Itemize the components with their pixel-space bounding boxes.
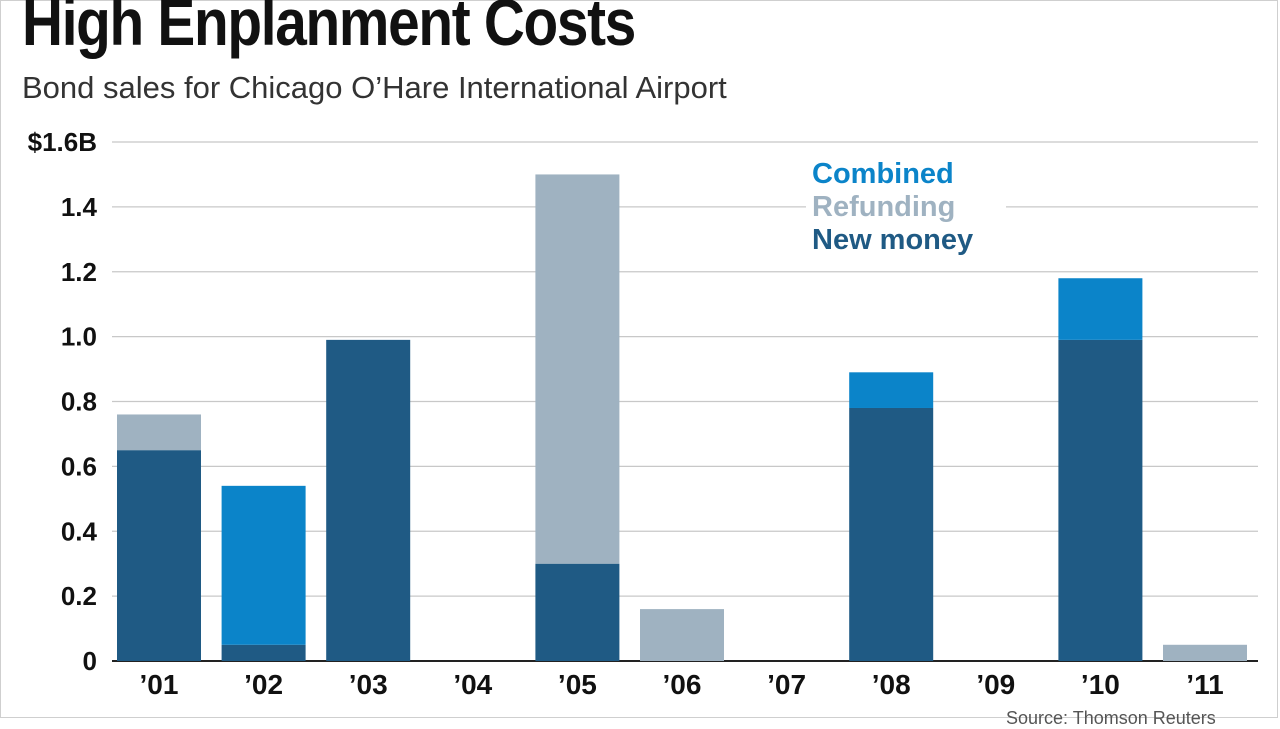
bar-new-money xyxy=(117,450,201,661)
x-tick-label: ’06 xyxy=(663,669,702,700)
source-note: Source: Thomson Reuters xyxy=(1006,708,1216,728)
chart-subtitle: Bond sales for Chicago O’Hare Internatio… xyxy=(22,70,727,105)
y-tick-label: 0.4 xyxy=(61,516,98,546)
x-tick-label: ’07 xyxy=(767,669,806,700)
y-tick-label: 0.8 xyxy=(61,387,97,417)
x-tick-label: ’11 xyxy=(1186,669,1223,700)
chart-title: High Enplanment Costs xyxy=(22,0,636,59)
bar-refunding xyxy=(117,414,201,451)
y-tick-label: $1.6B xyxy=(28,127,97,157)
y-tick-label: 1.4 xyxy=(61,192,98,222)
x-tick-label: ’03 xyxy=(349,669,388,700)
x-tick-label: ’10 xyxy=(1081,669,1120,700)
legend-item-refunding: Refunding xyxy=(812,191,955,223)
y-tick-label: 1.2 xyxy=(61,257,97,287)
x-tick-label: ’04 xyxy=(453,669,492,700)
bar-combined xyxy=(849,372,934,408)
bar-new-money xyxy=(849,407,934,661)
bar-refunding xyxy=(640,609,724,661)
y-tick-label: 0 xyxy=(83,646,97,676)
x-tick-label: ’02 xyxy=(244,669,283,700)
bar-new-money xyxy=(1058,339,1143,661)
legend-item-new-money: New money xyxy=(812,224,973,256)
x-tick-label: ’08 xyxy=(872,669,911,700)
y-tick-label: 0.2 xyxy=(61,581,97,611)
bar-refunding xyxy=(1163,644,1247,661)
bars xyxy=(117,174,1247,661)
bar-refunding xyxy=(535,174,620,564)
y-tick-label: 1.0 xyxy=(61,322,97,352)
y-axis-ticks: 0 0.2 0.4 0.6 0.8 1.0 1.2 1.4 $1.6B xyxy=(28,127,98,676)
bar-new-money xyxy=(221,644,306,661)
bar-combined xyxy=(1058,278,1143,340)
x-tick-label: ’05 xyxy=(558,669,597,700)
x-tick-label: ’01 xyxy=(140,669,179,700)
legend-item-combined: Combined xyxy=(812,158,954,190)
x-axis-ticks: ’01 ’02 ’03 ’04 ’05 ’06 ’07 ’08 ’09 ’10 ’11 xyxy=(140,669,1224,700)
bar-combined xyxy=(221,485,306,645)
x-tick-label: ’09 xyxy=(976,669,1015,700)
legend-background xyxy=(806,150,1006,262)
bar-new-money xyxy=(535,563,620,661)
y-tick-label: 0.6 xyxy=(61,451,97,481)
bar-new-money xyxy=(326,339,411,661)
